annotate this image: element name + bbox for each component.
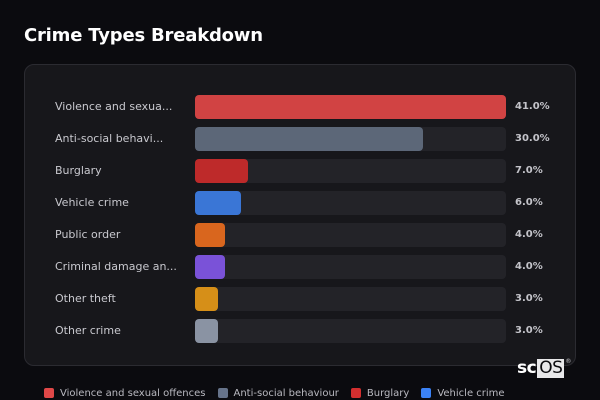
bar-label: Burglary xyxy=(55,164,102,177)
bar-fill[interactable] xyxy=(195,159,248,183)
bar-label: Other theft xyxy=(55,292,116,305)
bar-label: Violence and sexua... xyxy=(55,100,173,113)
bar-row[interactable]: Violence and sexua... 41.0% xyxy=(25,95,577,119)
legend-item[interactable]: Violence and sexual offences xyxy=(44,388,206,399)
bar-track xyxy=(195,223,506,247)
bar-value: 3.0% xyxy=(515,293,543,304)
bar-value: 30.0% xyxy=(515,133,550,144)
bar-label: Vehicle crime xyxy=(55,196,129,209)
legend-swatch-icon xyxy=(350,388,361,398)
bar-label: Anti-social behavi... xyxy=(55,132,164,145)
legend-swatch-icon xyxy=(421,388,432,398)
bar-fill[interactable] xyxy=(195,255,225,279)
legend-item[interactable]: Vehicle crime xyxy=(421,387,505,399)
bar-value: 4.0% xyxy=(515,261,543,272)
bar-track xyxy=(195,287,506,311)
legend-item[interactable]: Anti-social behaviour xyxy=(217,387,339,399)
chart-legend: Violence and sexual offences Anti-social … xyxy=(44,386,517,400)
bar-label: Criminal damage an... xyxy=(55,260,177,273)
legend-label: Burglary xyxy=(366,387,410,399)
bar-fill[interactable] xyxy=(195,95,506,119)
brand-logo-right: OS xyxy=(537,357,565,378)
bar-row[interactable]: Other crime 3.0% xyxy=(25,319,577,343)
chart-card: Violence and sexua... 41.0% Anti-social be… xyxy=(24,64,576,366)
bar-fill[interactable] xyxy=(195,223,225,247)
bar-track xyxy=(195,255,506,279)
legend-label: Violence and sexual offences xyxy=(60,387,206,399)
bar-row[interactable]: Anti-social behavi... 30.0% xyxy=(25,127,577,151)
bar-fill[interactable] xyxy=(195,319,218,343)
bar-row[interactable]: Criminal damage an... 4.0% xyxy=(25,255,577,279)
legend-item[interactable]: Burglary xyxy=(350,387,410,399)
bar-value: 7.0% xyxy=(515,165,543,176)
bar-value: 4.0% xyxy=(515,229,543,240)
bar-value: 41.0% xyxy=(515,101,550,112)
bar-row[interactable]: Public order 4.0% xyxy=(25,223,577,247)
bar-row[interactable]: Other theft 3.0% xyxy=(25,287,577,311)
bar-row[interactable]: Vehicle crime 6.0% xyxy=(25,191,577,215)
legend-label: Vehicle crime xyxy=(437,387,505,399)
brand-logo-left: sc xyxy=(517,358,537,378)
legend-label: Anti-social behaviour xyxy=(233,387,339,399)
bar-track xyxy=(195,95,506,119)
bar-value: 3.0% xyxy=(515,325,543,336)
brand-logo: sc OS ® xyxy=(517,358,571,378)
page-title: Crime Types Breakdown xyxy=(24,25,263,46)
legend-swatch-icon xyxy=(44,388,54,398)
registered-mark-icon: ® xyxy=(565,358,571,365)
bar-fill[interactable] xyxy=(195,287,218,311)
bar-row[interactable]: Burglary 7.0% xyxy=(25,159,577,183)
bar-label: Public order xyxy=(55,228,121,241)
bar-track xyxy=(195,191,506,215)
bar-fill[interactable] xyxy=(195,191,241,215)
bar-label: Other crime xyxy=(55,324,121,337)
bar-value: 6.0% xyxy=(515,197,543,208)
bar-fill[interactable] xyxy=(195,127,423,151)
bar-track xyxy=(195,127,506,151)
legend-swatch-icon xyxy=(217,388,228,398)
bar-track xyxy=(195,159,506,183)
bar-track xyxy=(195,319,506,343)
